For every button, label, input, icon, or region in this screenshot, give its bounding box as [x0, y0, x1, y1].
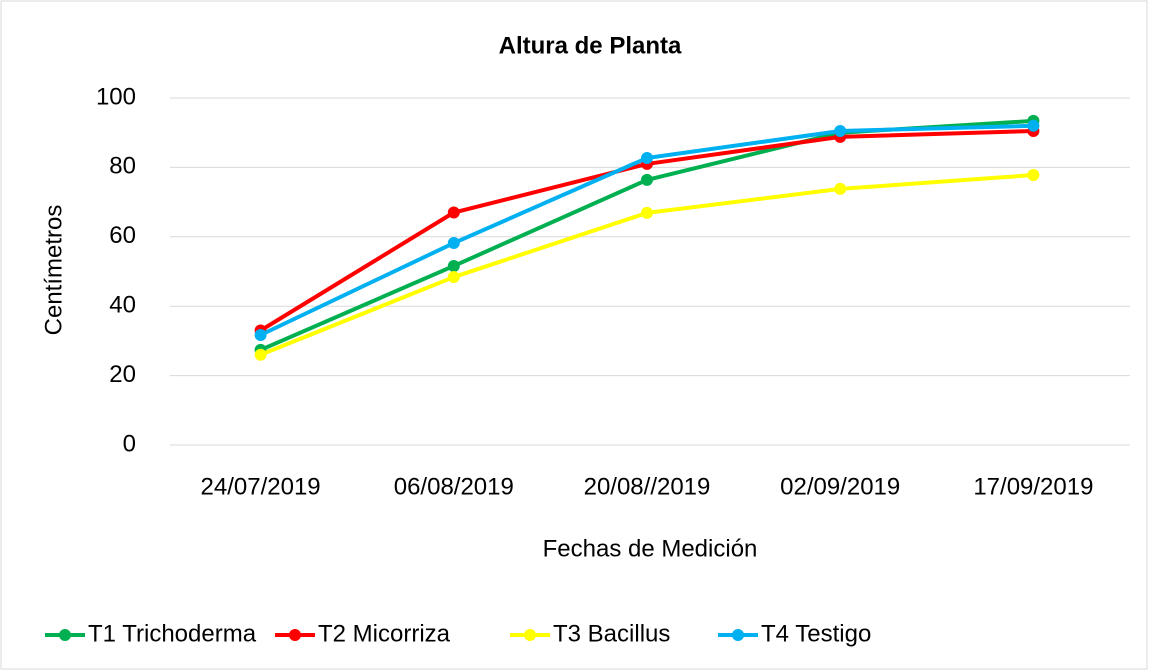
legend-marker	[289, 629, 301, 641]
x-tick-label: 24/07/2019	[201, 473, 321, 500]
x-tick-label: 02/09/2019	[780, 473, 900, 500]
data-point	[254, 348, 267, 361]
legend-marker	[732, 629, 744, 641]
legend-marker	[59, 629, 71, 641]
data-point	[641, 173, 653, 186]
legend-label: T3 Bacillus	[553, 620, 670, 647]
data-point	[1027, 119, 1040, 132]
data-point	[447, 271, 460, 284]
y-axis-label: Centímetros	[40, 205, 67, 336]
y-tick-label: 80	[109, 153, 136, 180]
legend-label: T4 Testigo	[761, 620, 871, 647]
data-point	[641, 206, 653, 219]
data-point	[447, 259, 460, 272]
y-tick-label: 100	[96, 83, 136, 110]
data-point	[641, 152, 653, 165]
data-point	[834, 124, 847, 137]
x-tick-label: 06/08/2019	[394, 473, 514, 500]
y-tick-label: 20	[109, 361, 136, 388]
y-tick-label: 60	[109, 222, 136, 249]
data-point	[447, 206, 460, 219]
x-tick-label: 20/08//2019	[584, 473, 711, 500]
data-point	[254, 329, 267, 342]
legend-label: T1 Trichoderma	[88, 620, 257, 647]
data-point	[834, 182, 847, 195]
data-point	[1027, 169, 1040, 182]
y-tick-label: 0	[123, 430, 136, 457]
data-point	[447, 237, 460, 250]
y-tick-label: 40	[109, 292, 136, 319]
chart-title: Altura de Planta	[499, 32, 682, 59]
x-tick-label: 17/09/2019	[973, 473, 1093, 500]
legend-label: T2 Micorriza	[318, 620, 451, 647]
x-axis-label: Fechas de Medición	[543, 535, 758, 562]
legend-marker	[524, 629, 536, 641]
